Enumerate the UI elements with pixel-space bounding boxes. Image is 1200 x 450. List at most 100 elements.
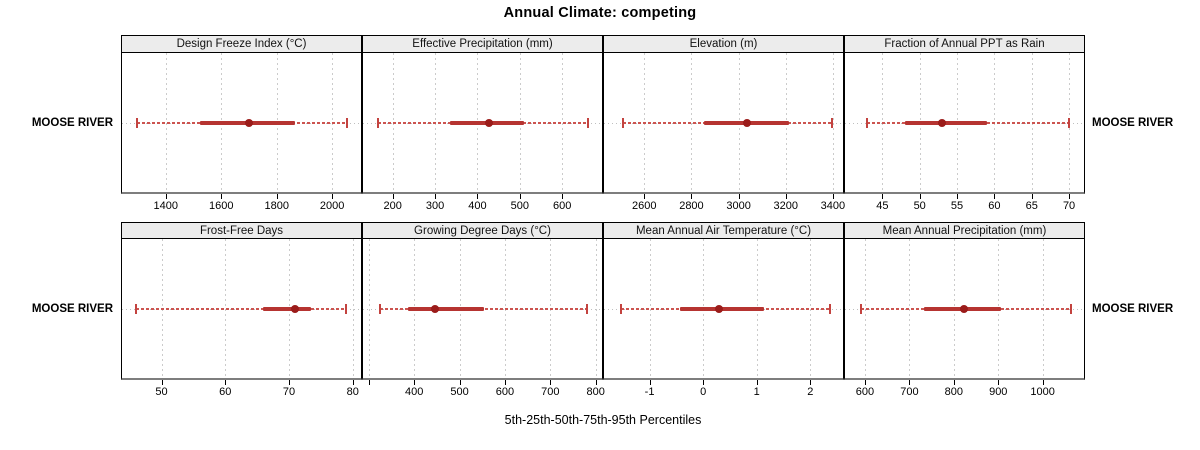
x-tick [477,194,479,199]
x-tick-label: 300 [425,200,445,212]
x-tick-label: 50 [913,200,926,212]
x-tick [957,194,959,199]
panel-strip-title: Growing Degree Days (°C) [414,224,551,237]
panel: Growing Degree Days (°C) 400 500 600 700 800 [362,222,605,402]
median-dot [430,304,439,313]
x-tick [352,380,354,385]
x-tick-label: 3400 [820,200,846,212]
x-tick [435,194,437,199]
panel-strip: Growing Degree Days (°C) [362,222,603,239]
x-tick [738,194,740,199]
x-tick-label: 50 [155,386,168,398]
x-tick [1042,380,1044,385]
panel-strip-title: Design Freeze Index (°C) [176,38,307,50]
whisker-cap [346,117,349,128]
x-tick-label: 55 [950,200,964,212]
panel-body: 600 700 800 900 1000 [844,239,1085,398]
x-tick-label: 0 [700,386,707,398]
panel: Fraction of Annual PPT as Rain 45 50 55 60 65… [844,35,1085,216]
panel-strip-title: Elevation (m) [689,38,758,50]
x-tick [919,194,921,199]
panel: Mean Annual Air Temperature (°C) -1 0 1 2 [603,222,844,402]
x-tick-label: 3000 [726,200,751,212]
x-tick-label: -1 [644,386,655,398]
x-tick-label: 400 [405,386,424,398]
x-tick [1031,194,1033,199]
x-tick-label: 400 [468,200,487,212]
percentile-whisker [136,307,347,310]
median-dot [938,118,947,127]
panel-strip: Mean Annual Air Temperature (°C) [603,222,844,239]
x-tick-label: 70 [282,386,296,398]
x-tick-label: 70 [1062,200,1076,212]
median-dot [959,304,968,313]
x-tick-label: 2600 [632,200,657,212]
x-tick-label: 45 [876,200,889,212]
panel-strip-title: Effective Precipitation (mm) [412,38,553,50]
x-tick [1069,194,1071,199]
x-tick-label: 2000 [319,200,345,212]
whisker-cap [866,117,869,128]
panel-body: 45 50 55 60 65 70 [844,53,1085,212]
row-label: MOOSE RIVER [31,303,113,315]
whisker-cap [830,117,833,128]
panel: Elevation (m) 2600 2800 3000 3200 3400 [603,35,845,216]
panel-body: 400 500 600 700 800 [362,239,605,398]
x-tick [562,194,564,199]
row-label: MOOSE RIVER [1092,303,1174,315]
whisker-cap [379,303,382,314]
whisker-cap [135,303,138,314]
x-tick [644,194,646,199]
whisker-cap [829,303,832,314]
x-tick [909,380,911,385]
whisker-cap [622,117,625,128]
axis-caption: 5th-25th-50th-75th-95th Percentiles [504,413,702,427]
x-tick-label: 1 [753,386,760,398]
x-tick [550,380,552,385]
x-tick-label: 1000 [1030,386,1055,398]
whisker-cap [376,117,379,128]
panel: Frost-Free Days 50 60 70 80 [121,222,362,402]
whisker-cap [1068,117,1071,128]
panel-body: 50 60 70 80 [121,239,362,398]
x-tick-label: 60 [219,386,232,398]
whisker-cap [585,303,588,314]
x-tick-label: 1600 [209,200,234,212]
x-tick [332,194,334,199]
x-tick [519,194,521,199]
x-tick [703,380,705,385]
whisker-cap [620,303,623,314]
median-dot [485,118,494,127]
panel-body: -1 0 1 2 [603,239,844,398]
x-tick-label: 800 [586,386,605,398]
x-tick [225,380,227,385]
x-tick [649,380,651,385]
x-tick [756,380,758,385]
panel-body: 2600 2800 3000 3200 3400 [603,53,845,212]
panel: Mean Annual Precipitation (mm) 600 700 800 9… [844,222,1085,402]
x-tick [785,194,787,199]
x-tick [221,194,223,199]
x-tick [864,380,866,385]
panel-strip: Elevation (m) [603,35,844,53]
panel-strip-title: Mean Annual Air Temperature (°C) [635,224,812,237]
whisker-cap [859,303,862,314]
x-tick-label: 2800 [679,200,704,212]
median-dot [742,118,751,127]
x-tick-label: 600 [855,386,875,398]
x-tick-label: 65 [1025,200,1038,212]
panel-strip-title: Mean Annual Precipitation (mm) [882,224,1047,237]
panel-strip-title: Fraction of Annual PPT as Rain [884,38,1045,50]
x-tick-label: 700 [900,386,919,398]
x-tick [595,380,597,385]
panel-strip: Fraction of Annual PPT as Rain [844,35,1085,53]
iqr-bar [263,306,312,311]
x-tick-label: 200 [383,200,402,212]
x-tick-label: 900 [989,386,1008,398]
panel-body: 1400 1600 1800 2000 [121,53,362,212]
x-tick-label: 600 [495,386,515,398]
x-tick-label: 1400 [153,200,179,212]
x-tick [161,380,163,385]
x-tick-label: 80 [346,386,359,398]
